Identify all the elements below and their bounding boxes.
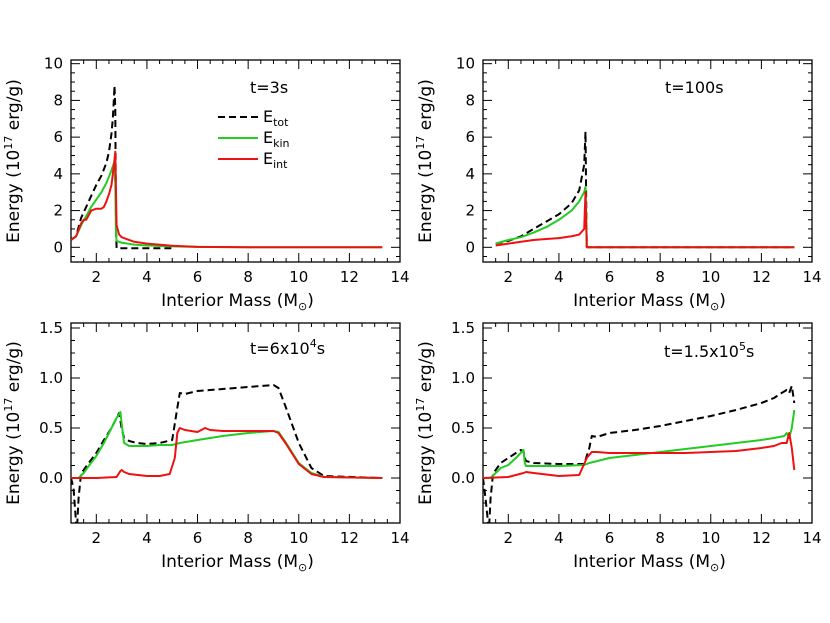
x-tick-label: 4: [142, 529, 152, 547]
x-axis-label: Interior Mass (M⊙): [161, 291, 314, 313]
plot-frame: [482, 59, 813, 263]
y-tick-label: 1.0: [39, 369, 63, 387]
y-tick-label: 4: [53, 165, 63, 183]
y-tick-label: 8: [465, 91, 475, 109]
x-tick-label: 6: [193, 529, 203, 547]
series-line-internal: [483, 432, 796, 479]
x-tick-label: 8: [243, 529, 253, 547]
x-tick-label: 10: [701, 268, 720, 286]
y-tick-label: 0.0: [451, 469, 475, 487]
y-tick-label: 0: [465, 238, 475, 256]
y-tick-label: 1.5: [451, 319, 475, 337]
series-line-internal: [71, 150, 383, 249]
x-tick-label: 8: [655, 268, 665, 286]
y-tick-label: 0.5: [39, 419, 63, 437]
y-tick-label: 1.0: [451, 369, 475, 387]
legend-label-total: Etot: [263, 107, 289, 129]
x-tick-label: 2: [92, 268, 102, 286]
y-tick-label: 10: [456, 55, 475, 73]
plot-frame: [70, 59, 401, 263]
y-tick-label: 8: [53, 91, 63, 109]
panel-4: 2 4 6 8 10 12 14 0.0 0.5 1.0 1.5 Interior Mass (M⊙)…: [414, 319, 822, 574]
series-line-total: [71, 384, 383, 523]
y-tick-label: 0.5: [451, 419, 475, 437]
series-group: [483, 385, 796, 523]
x-tick-label: 14: [390, 529, 409, 547]
x-tick-label: 10: [289, 268, 308, 286]
y-axis-label: Energy (1017 erg/g): [414, 79, 436, 243]
y-tick-label: 0.0: [39, 469, 63, 487]
time-annotation: t=100s: [665, 78, 724, 97]
x-tick-label: 12: [340, 529, 359, 547]
series-line-kinetic: [71, 161, 383, 249]
x-tick-label: 14: [390, 268, 409, 286]
x-tick-label: 10: [289, 529, 308, 547]
x-tick-label: 6: [605, 529, 615, 547]
x-tick-label: 4: [554, 529, 564, 547]
x-tick-label: 4: [142, 268, 152, 286]
series-line-total: [71, 84, 173, 250]
series-group: [71, 384, 383, 523]
y-tick-label: 1.5: [39, 319, 63, 337]
legend-label-kinetic: Ekin: [263, 128, 290, 150]
x-tick-label: 12: [752, 529, 771, 547]
y-tick-label: 6: [53, 128, 63, 146]
x-axis-label: Interior Mass (M⊙): [573, 291, 726, 313]
series-line-internal: [495, 191, 795, 249]
y-tick-label: 0: [53, 238, 63, 256]
x-tick-label: 6: [605, 268, 615, 286]
y-tick-label: 6: [465, 128, 475, 146]
x-tick-label: 4: [554, 268, 564, 286]
time-annotation: t=3s: [250, 78, 288, 97]
panel-2: 2 4 6 8 10 12 14 0 2 4 6 8 10 Interior Mass (M⊙) Energ…: [414, 55, 822, 313]
y-axis-label: Energy (1017 erg/g): [2, 341, 24, 505]
x-tick-label: 14: [802, 268, 821, 286]
x-tick-label: 14: [802, 529, 821, 547]
series-line-kinetic: [495, 185, 795, 249]
y-axis-label: Energy (1017 erg/g): [2, 79, 24, 243]
y-tick-label: 2: [53, 202, 63, 220]
legend-label-internal: Eint: [263, 149, 288, 171]
series-line-kinetic: [71, 411, 383, 479]
x-tick-label: 2: [504, 268, 514, 286]
x-tick-label: 8: [655, 529, 665, 547]
x-tick-label: 2: [92, 529, 102, 547]
y-tick-label: 10: [44, 55, 63, 73]
x-tick-label: 10: [701, 529, 720, 547]
x-tick-label: 6: [193, 268, 203, 286]
panel-1: 2 4 6 8 10 12 14 0 2 4 6 8 10 Interior Mass (M⊙) Energ…: [2, 55, 410, 313]
time-annotation: t=1.5x105s: [664, 340, 754, 361]
series-group: [71, 84, 383, 250]
x-tick-label: 12: [752, 268, 771, 286]
time-annotation: t=6x104s: [250, 337, 325, 358]
panel-3: 2 4 6 8 10 12 14 0.0 0.5 1.0 1.5 Interior Mass (M⊙)…: [2, 319, 410, 574]
x-tick-label: 12: [340, 268, 359, 286]
x-axis-label: Interior Mass (M⊙): [161, 552, 314, 574]
plot-frame: [482, 322, 813, 524]
y-axis-label: Energy (1017 erg/g): [414, 341, 436, 505]
x-axis-label: Interior Mass (M⊙): [573, 552, 726, 574]
y-tick-label: 2: [465, 202, 475, 220]
series-group: [495, 130, 795, 249]
x-tick-label: 2: [504, 529, 514, 547]
x-tick-label: 8: [243, 268, 253, 286]
series-line-internal: [71, 427, 383, 479]
y-tick-label: 4: [465, 165, 475, 183]
series-line-kinetic: [483, 409, 796, 479]
